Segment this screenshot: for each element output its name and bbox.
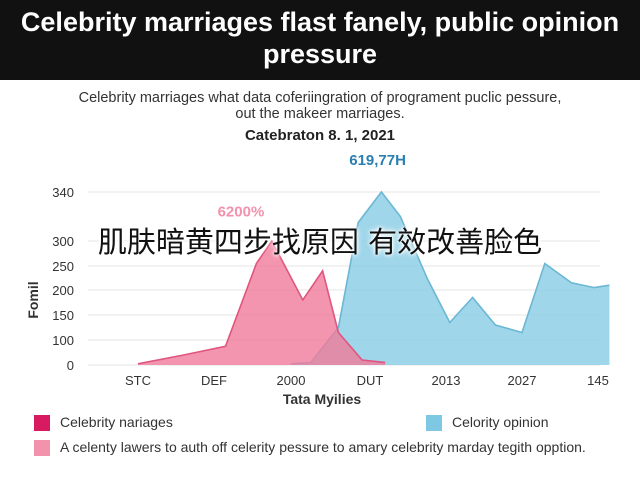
y-tick-label: 340 [52, 185, 74, 200]
series-celebrity-marriages-area [138, 241, 386, 365]
x-tick-label: 145 [587, 373, 609, 388]
data-annotation: 6200% [218, 204, 265, 221]
title-band [0, 0, 640, 80]
data-annotation: 619,77H [349, 152, 406, 169]
x-tick-label: 2027 [508, 373, 537, 388]
legend-swatch-blue [426, 415, 442, 431]
y-tick-label: 100 [52, 333, 74, 348]
x-tick-label: DEF [201, 373, 227, 388]
legend-label: A celenty lawers to auth off celerity pe… [60, 439, 586, 455]
y-tick-label: 250 [52, 259, 74, 274]
x-tick-label: DUT [357, 373, 384, 388]
page-title: Celebrity marriages flast fanely, public… [20, 7, 620, 69]
y-tick-label: 200 [52, 283, 74, 298]
series-celebrity-opinion-area [291, 192, 610, 365]
y-axis-label: Fomil [25, 281, 41, 318]
y-tick-label: 300 [52, 234, 74, 249]
y-tick-label: 150 [52, 308, 74, 323]
legend-swatch-light-pink [34, 440, 50, 456]
legend-item-celebrity-marriages: Celebrity nariages [34, 414, 274, 431]
legend-label: Celebrity nariages [60, 414, 173, 430]
legend-label: Celority opinion [452, 414, 549, 430]
legend-swatch-dark-pink [34, 415, 50, 431]
series-celebrity-marriages-line [137, 239, 386, 365]
x-axis-label: Tata Myilies [283, 391, 362, 407]
x-tick-label: STC [125, 373, 151, 388]
legend-item-note: A celenty lawers to auth off celerity pe… [34, 439, 594, 456]
dateline: Catebraton 8. 1, 2021 [244, 127, 396, 144]
series-celebrity-opinion-line [290, 190, 610, 365]
legend-item-celebrity-opinion: Celority opinion [426, 414, 626, 431]
overlay-caption: 肌肤暗黄四步找原因 有效改善脸色 [97, 225, 543, 259]
x-tick-label: 2000 [277, 373, 306, 388]
x-tick-label: 2013 [432, 373, 461, 388]
y-tick-label: 0 [67, 358, 74, 373]
subtitle: Celebrity marriages what data coferiingr… [78, 90, 562, 122]
